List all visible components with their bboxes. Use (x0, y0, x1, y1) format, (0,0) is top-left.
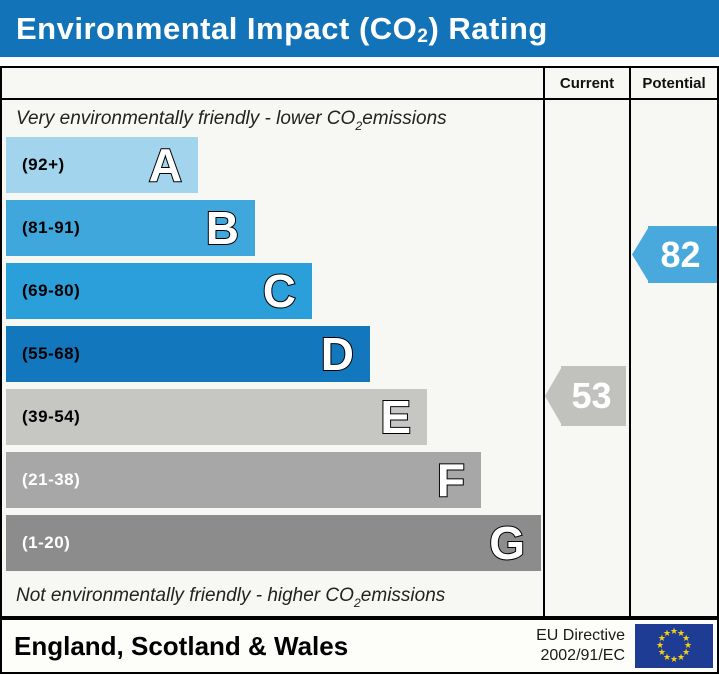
chart-title: Environmental Impact (CO 2) Rating (0, 0, 719, 57)
band-c-letter: C (262, 264, 297, 318)
potential-value: 82 (660, 233, 701, 275)
band-b-range: (81-91) (22, 218, 81, 237)
eu-flag-icon: ★ ★ ★ ★ ★ ★ ★ ★ ★ ★ ★ ★ (635, 624, 713, 668)
current-column-header: Current (559, 74, 615, 92)
band-a-letter: A (148, 138, 183, 192)
band-a-range: (92+) (22, 155, 65, 174)
band-b-bar: (81-91) B (6, 200, 255, 256)
chart-title-text: Environmental Impact (CO (16, 10, 418, 46)
band-d-bar: (55-68) D (6, 326, 370, 382)
band-f-letter: F (436, 453, 466, 507)
band-g-bar: (1-20) G (6, 515, 541, 571)
band-d-range: (55-68) (22, 344, 81, 363)
header-divider (2, 98, 717, 100)
band-c-bar: (69-80) C (6, 263, 312, 319)
band-c-range: (69-80) (22, 281, 81, 300)
bottom-note: Not environmentally friendly - higher CO… (16, 585, 446, 610)
eu-directive-label: EU Directive 2002/91/EC (536, 627, 625, 664)
current-value: 53 (571, 375, 612, 416)
column-divider-potential (629, 68, 631, 616)
band-f-range: (21-38) (22, 470, 81, 489)
band-g-letter: G (488, 516, 526, 570)
chart-title-text-end: ) Rating (428, 10, 548, 46)
band-e-letter: E (379, 390, 412, 444)
band-e-bar: (39-54) E (6, 389, 427, 445)
chart-title-subscript: 2 (417, 26, 429, 47)
top-note: Very environmentally friendly - lower CO… (16, 107, 447, 134)
band-e-range: (39-54) (22, 407, 81, 426)
band-a-bar: (92+) A (6, 137, 198, 193)
footer: England, Scotland & Wales EU Directive 2… (0, 618, 719, 674)
potential-column-header: Potential (642, 74, 706, 92)
band-f-bar: (21-38) F (6, 452, 481, 508)
bands-column: Very environmentally friendly - lower CO… (2, 100, 543, 614)
band-d-letter: D (320, 327, 355, 381)
band-b-letter: B (205, 201, 240, 255)
rating-table: Current Potential Very environmentally f… (0, 66, 719, 618)
potential-marker: 82 (632, 226, 717, 283)
region-label: England, Scotland & Wales (14, 630, 349, 661)
current-marker: 53 (545, 366, 626, 426)
column-divider-current (543, 68, 545, 616)
band-g-range: (1-20) (22, 533, 71, 552)
